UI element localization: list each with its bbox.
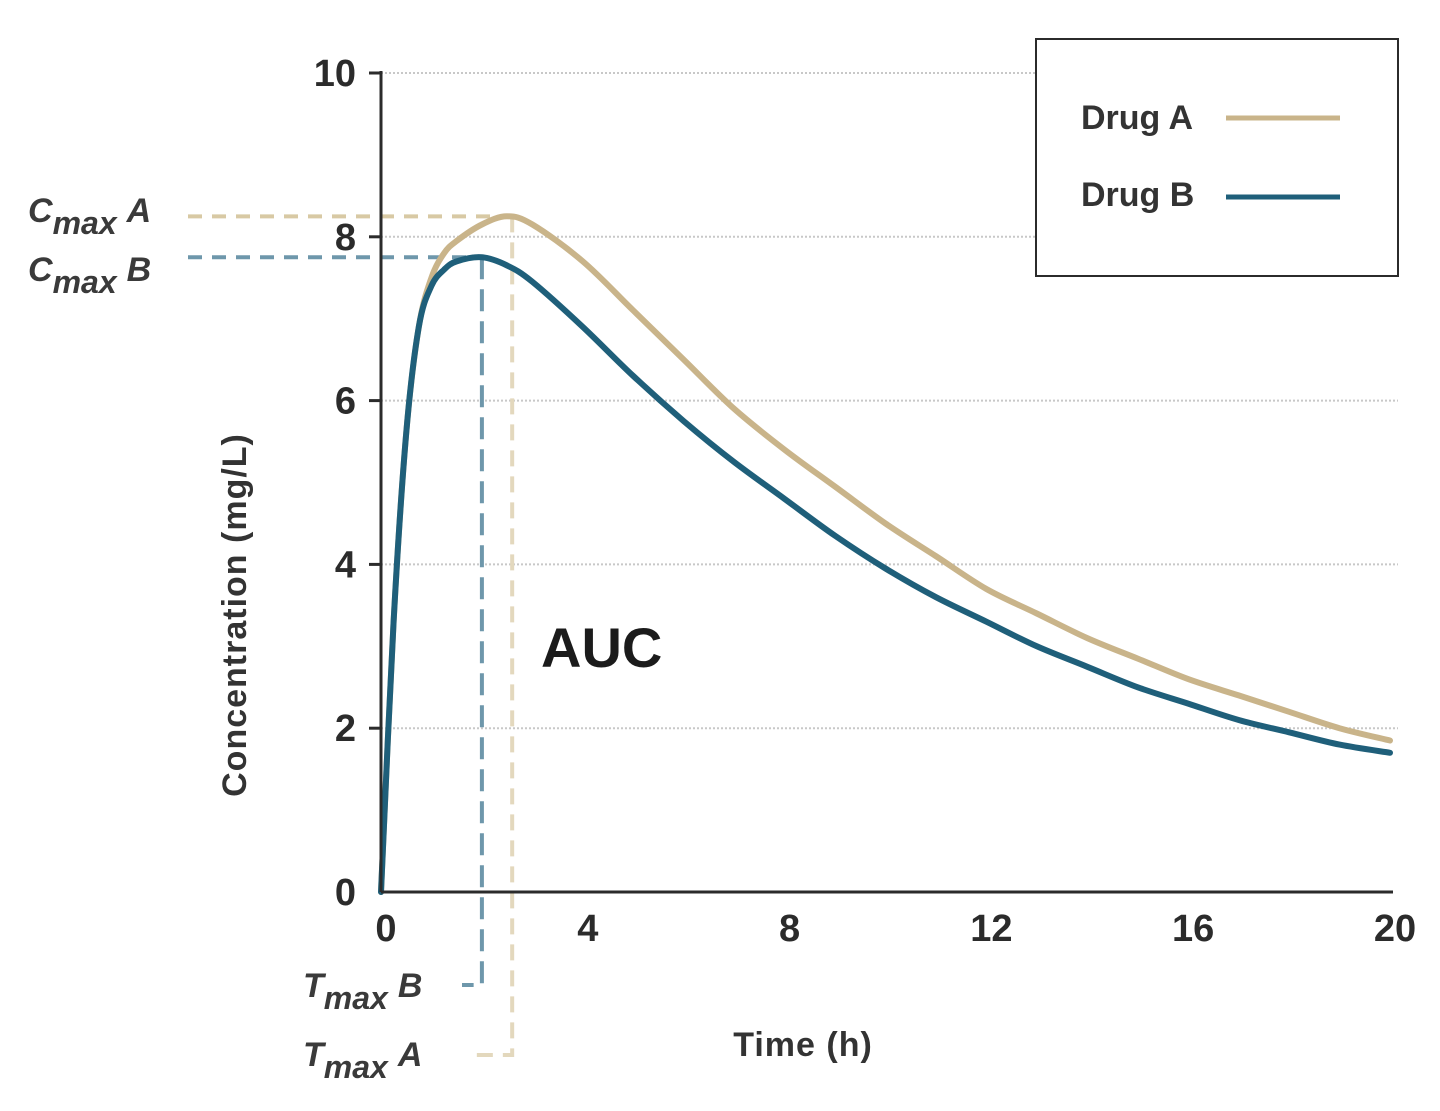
x-tick-label-4: 4 [577,908,598,950]
labels: 0 2 4 6 8 10 0 4 8 12 16 20 Cmax A Cmax B Tmax B Tmax A [28,53,1416,1085]
x-tick-label-0: 0 [375,908,396,950]
y-tick-label-6: 6 [335,381,356,423]
tmax-b-label: Tmax B [303,967,422,1016]
x-tick-label-12: 12 [970,908,1012,950]
x-tick-label-16: 16 [1172,908,1214,950]
legend: Drug A Drug B [1035,38,1399,277]
series-line-drug-b [378,254,1393,895]
x-tick-label-20: 20 [1374,908,1416,950]
cmax-b-label: Cmax B [28,251,151,300]
y-tick-label-10: 10 [314,53,356,95]
series-lines [378,213,1393,895]
x-tick-label-8: 8 [779,908,800,950]
series-line-drug-a [378,213,1393,895]
y-tick-label-4: 4 [335,544,356,586]
tmax-a-guide [470,216,515,1057]
x-axis-title: Time (h) [733,1026,873,1064]
axes [369,71,1393,894]
legend-box [1035,38,1399,277]
auc-label: AUC [541,616,662,679]
legend-label-drug-b: Drug B [1081,176,1194,214]
tmax-a-label: Tmax A [303,1036,422,1085]
annotation-guides [188,214,515,1057]
y-tick-label-0: 0 [335,872,356,914]
tmax-b-guide [462,257,484,987]
y-axis-title: Concentration (mg/L) [216,433,254,797]
y-tick-label-2: 2 [335,708,356,750]
cmax-a-label: Cmax A [28,192,151,241]
legend-label-drug-a: Drug A [1081,99,1193,137]
y-tick-label-8: 8 [335,217,356,259]
